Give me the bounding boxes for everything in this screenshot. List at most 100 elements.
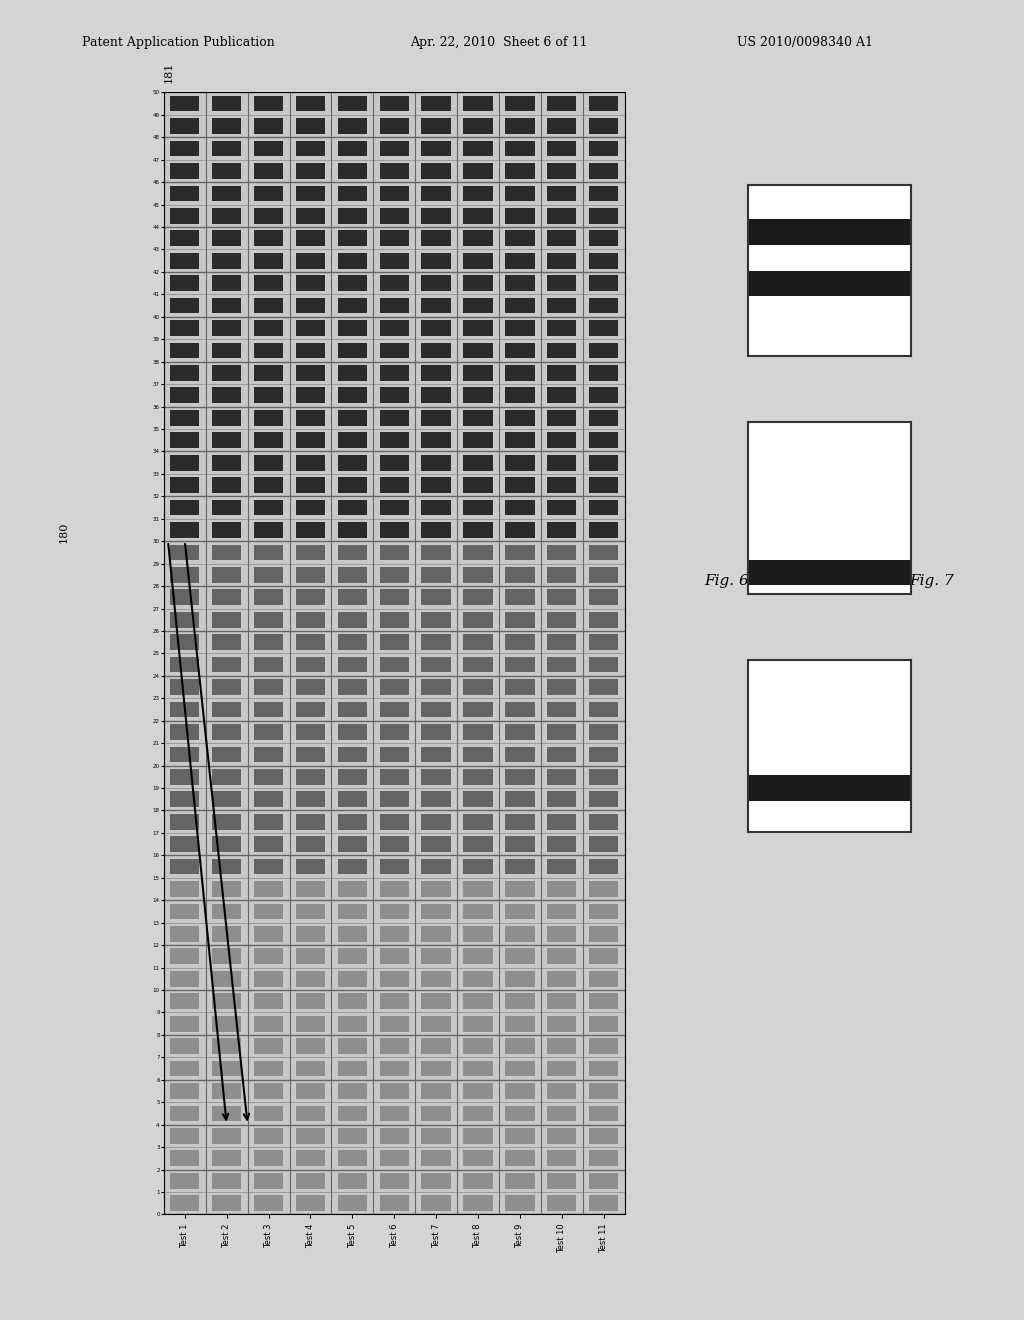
Bar [296, 164, 325, 178]
Bar [338, 119, 367, 133]
Bar [547, 657, 577, 672]
Bar [296, 253, 325, 268]
Bar [463, 141, 493, 156]
Bar [296, 96, 325, 111]
Bar [463, 882, 493, 896]
Bar [170, 186, 200, 201]
Bar [338, 770, 367, 784]
Bar [338, 1106, 367, 1121]
Bar [212, 366, 242, 380]
Bar [380, 837, 409, 851]
Bar [254, 949, 284, 964]
Bar [463, 792, 493, 807]
Bar [589, 119, 618, 133]
Bar [422, 725, 451, 739]
Bar [505, 1196, 535, 1210]
Bar [170, 725, 200, 739]
Bar [589, 1173, 618, 1188]
Bar [254, 1129, 284, 1143]
Bar [296, 702, 325, 717]
Bar [338, 1173, 367, 1188]
Bar [170, 1151, 200, 1166]
Bar [547, 859, 577, 874]
Bar [422, 882, 451, 896]
Bar [505, 433, 535, 447]
Bar [212, 949, 242, 964]
Bar [380, 231, 409, 246]
Bar [422, 972, 451, 986]
Bar [254, 770, 284, 784]
Bar [589, 680, 618, 694]
Bar [748, 219, 911, 244]
Bar [212, 1196, 242, 1210]
Bar [380, 186, 409, 201]
Bar [422, 1151, 451, 1166]
Bar [380, 1061, 409, 1076]
Bar [170, 253, 200, 268]
Bar [505, 1084, 535, 1098]
Bar [422, 141, 451, 156]
Bar [422, 1173, 451, 1188]
Bar [380, 321, 409, 335]
Bar [212, 882, 242, 896]
Bar [254, 1061, 284, 1076]
Bar [505, 231, 535, 246]
Bar [505, 568, 535, 582]
Bar [589, 702, 618, 717]
Bar [547, 1039, 577, 1053]
Bar [296, 568, 325, 582]
Bar [338, 164, 367, 178]
Bar [505, 1151, 535, 1166]
Text: Patent Application Publication: Patent Application Publication [82, 36, 274, 49]
Bar [170, 1039, 200, 1053]
Bar [296, 298, 325, 313]
Bar [463, 702, 493, 717]
Bar [338, 994, 367, 1008]
Bar [170, 1084, 200, 1098]
Bar [170, 321, 200, 335]
Bar [463, 927, 493, 941]
Bar [547, 702, 577, 717]
Bar [547, 343, 577, 358]
Bar [547, 164, 577, 178]
Bar [422, 523, 451, 537]
Bar [422, 1196, 451, 1210]
Bar [338, 388, 367, 403]
Bar [338, 725, 367, 739]
Bar [422, 792, 451, 807]
Bar [589, 994, 618, 1008]
Bar [505, 411, 535, 425]
Bar [547, 141, 577, 156]
Bar [589, 164, 618, 178]
Bar [338, 814, 367, 829]
Bar [296, 455, 325, 470]
Bar [589, 747, 618, 762]
Bar [254, 388, 284, 403]
Bar [463, 590, 493, 605]
Bar [505, 321, 535, 335]
Bar [338, 680, 367, 694]
Bar [422, 657, 451, 672]
Bar [505, 388, 535, 403]
Bar [505, 770, 535, 784]
Bar [296, 725, 325, 739]
Bar [547, 635, 577, 649]
Bar [254, 1106, 284, 1121]
Bar [547, 1173, 577, 1188]
Bar [338, 702, 367, 717]
Bar [547, 882, 577, 896]
Bar [212, 388, 242, 403]
Bar [296, 590, 325, 605]
Bar [547, 1084, 577, 1098]
Bar [380, 343, 409, 358]
Bar [589, 1151, 618, 1166]
Bar [212, 433, 242, 447]
Bar [212, 770, 242, 784]
Bar [380, 523, 409, 537]
Bar [254, 837, 284, 851]
Bar [547, 927, 577, 941]
Bar [212, 635, 242, 649]
Bar [170, 568, 200, 582]
Bar [170, 1129, 200, 1143]
Bar [296, 1084, 325, 1098]
